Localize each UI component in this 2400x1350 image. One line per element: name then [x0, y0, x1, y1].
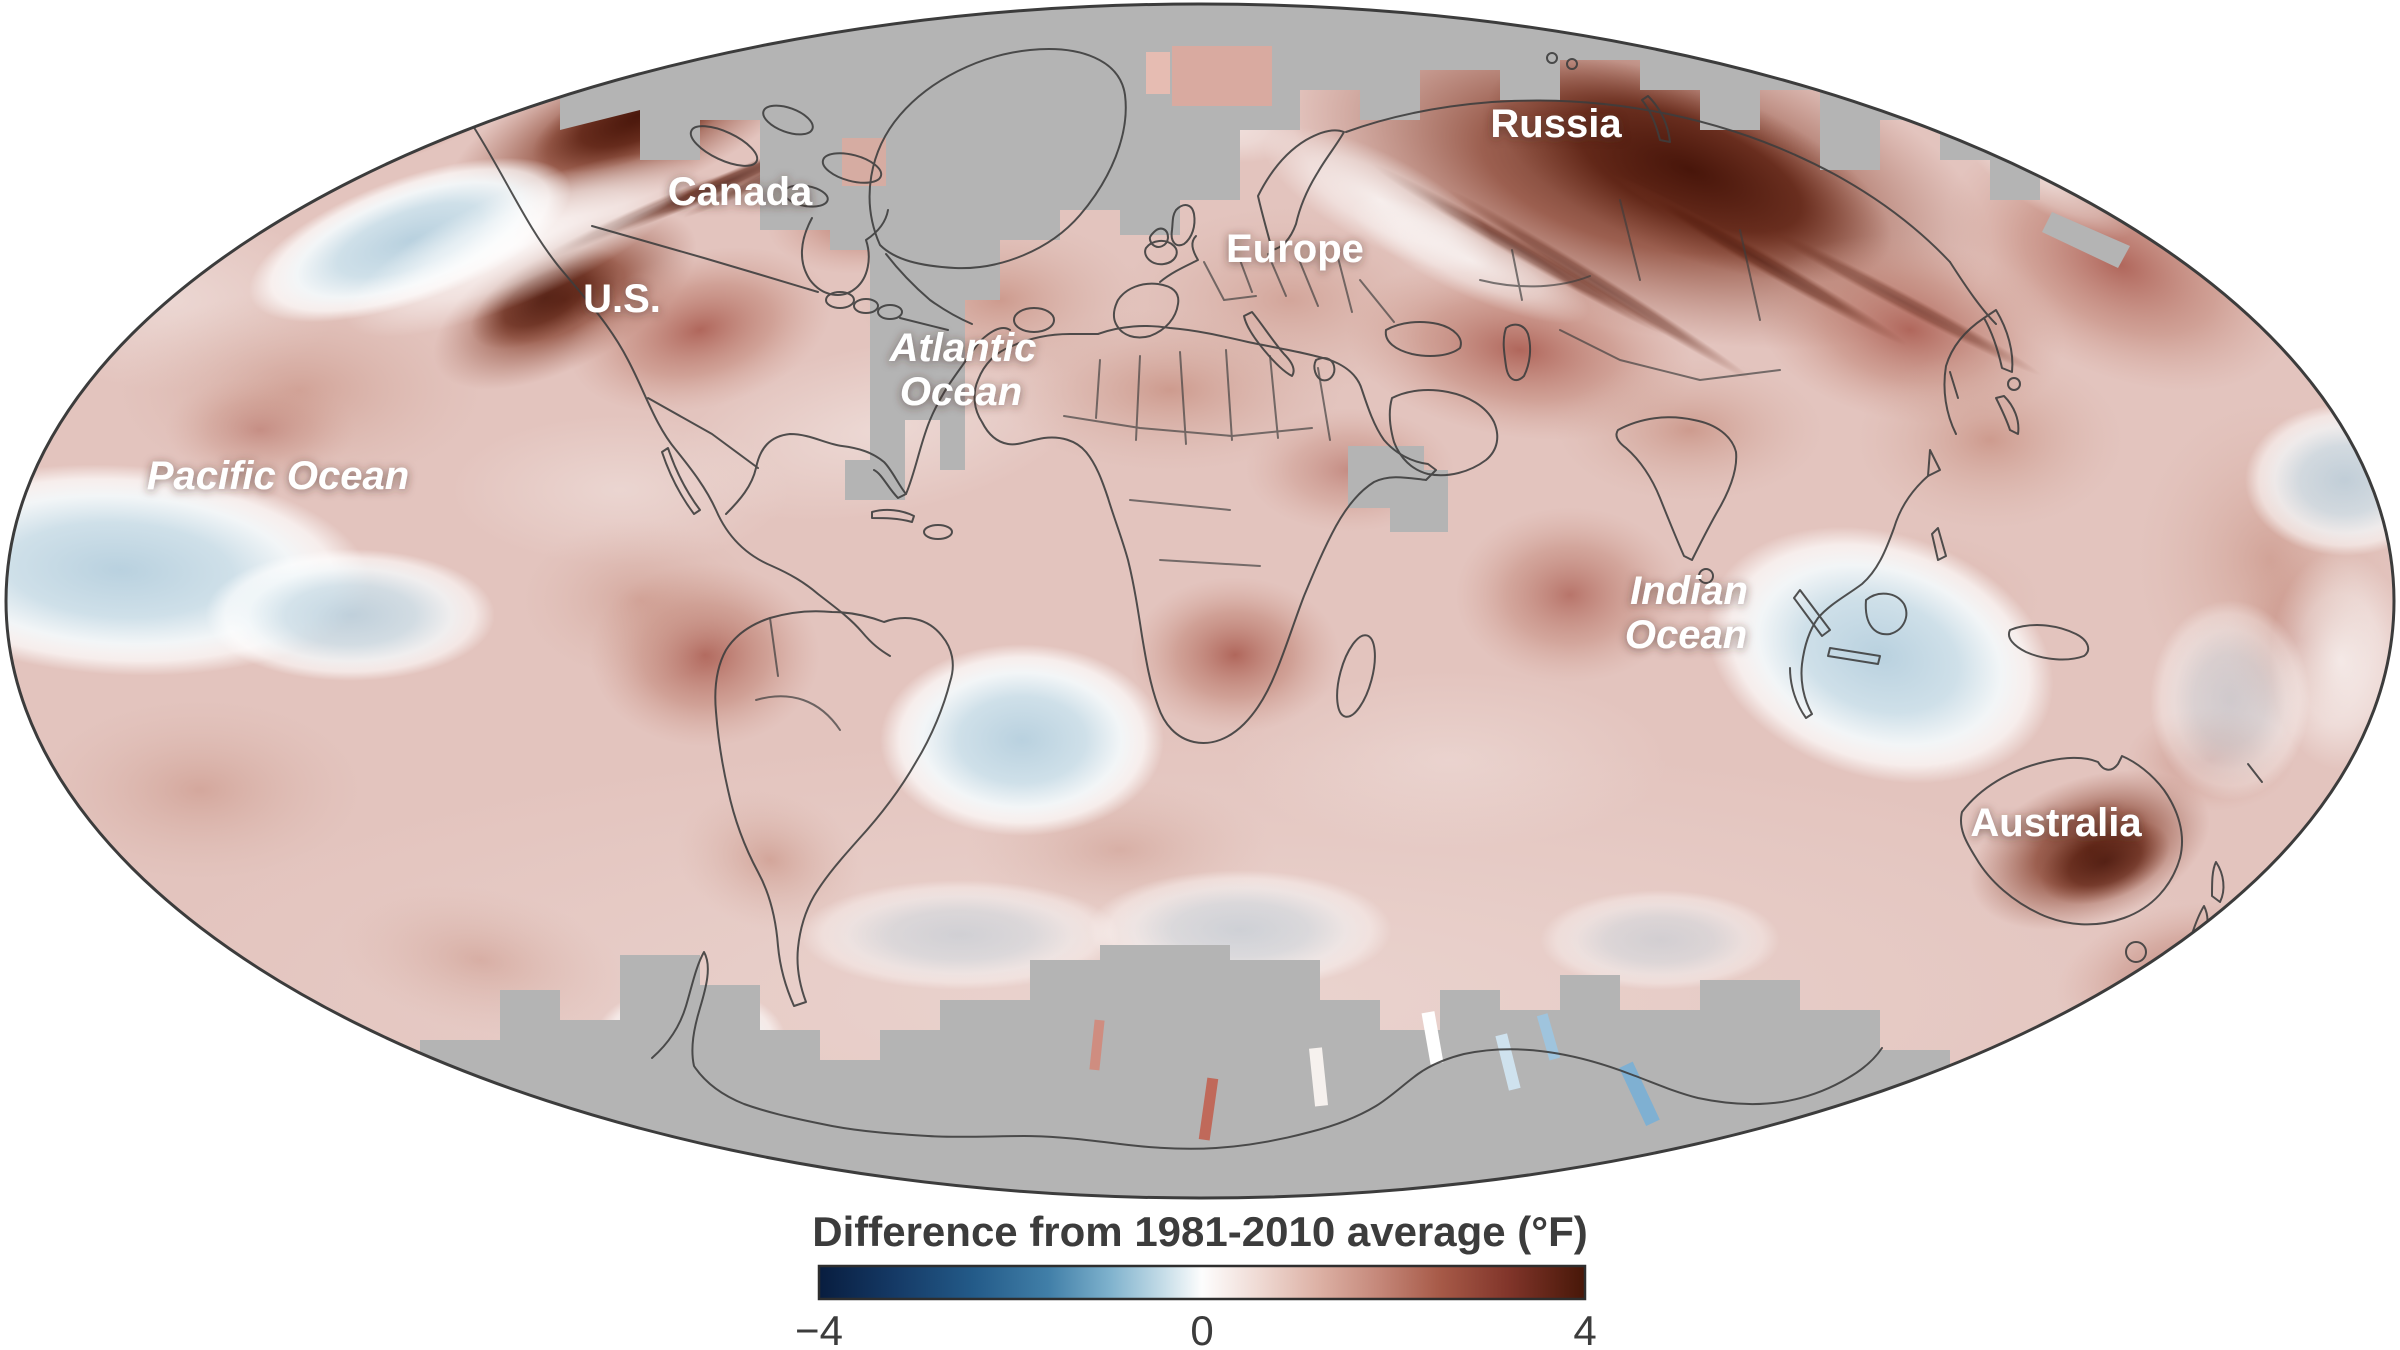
- coastlines: [299, 48, 2263, 1150]
- arctic-data-cell: [1172, 46, 1272, 106]
- arctic-data-cell: [1146, 52, 1170, 94]
- map-outline: [4, 2, 2396, 1200]
- label-russia: Russia: [1490, 102, 1622, 146]
- no-data-sudan: [1348, 446, 1448, 532]
- no-data-slab: [2134, 142, 2266, 226]
- label-indian-ocean-line2: Ocean: [1625, 613, 1747, 657]
- antarctic-data-wedge: [1421, 1011, 1444, 1065]
- antarctic-data-wedge: [1619, 1061, 1660, 1126]
- label-canada: Canada: [668, 170, 813, 214]
- colorbar-tick-zero: 0: [1190, 1307, 1213, 1350]
- legend: Difference from 1981-2010 average (°F) −…: [795, 1208, 1597, 1350]
- antarctic-data-wedge: [1089, 1019, 1105, 1071]
- antarctic-data-wedge: [1309, 1047, 1328, 1107]
- label-atlantic-ocean-line2: Ocean: [900, 370, 1022, 414]
- antarctic-data-wedge: [1495, 1033, 1521, 1091]
- antarctic-data-wedge: [1198, 1077, 1219, 1141]
- no-data-slab: [2042, 212, 2130, 268]
- label-atlantic-ocean-line1: Atlantic: [889, 326, 1037, 370]
- colorbar-tick-max: 4: [1573, 1307, 1596, 1350]
- map-labels: Canada U.S. Europe Russia Australia Paci…: [147, 102, 2143, 845]
- label-australia: Australia: [1970, 801, 2142, 845]
- label-pacific-ocean: Pacific Ocean: [147, 454, 409, 498]
- label-us: U.S.: [583, 277, 661, 321]
- label-indian-ocean-line1: Indian: [1630, 569, 1748, 613]
- colorbar: [817, 1264, 1587, 1301]
- label-europe: Europe: [1226, 227, 1364, 271]
- legend-title: Difference from 1981-2010 average (°F): [812, 1208, 1587, 1255]
- no-data-antarctica: [420, 945, 2080, 1198]
- antarctic-data-wedge: [1536, 1013, 1561, 1061]
- colorbar-tick-min: −4: [795, 1307, 843, 1350]
